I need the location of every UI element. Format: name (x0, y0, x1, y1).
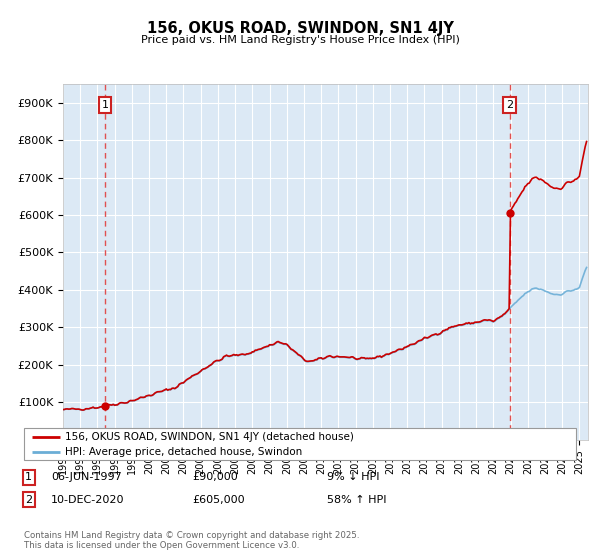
Text: 06-JUN-1997: 06-JUN-1997 (51, 472, 122, 482)
Text: Price paid vs. HM Land Registry's House Price Index (HPI): Price paid vs. HM Land Registry's House … (140, 35, 460, 45)
Text: 1: 1 (25, 472, 32, 482)
Text: 58% ↑ HPI: 58% ↑ HPI (327, 494, 386, 505)
Text: 10-DEC-2020: 10-DEC-2020 (51, 494, 125, 505)
Text: 156, OKUS ROAD, SWINDON, SN1 4JY (detached house): 156, OKUS ROAD, SWINDON, SN1 4JY (detach… (65, 432, 354, 442)
Text: 2: 2 (506, 100, 513, 110)
Text: £90,000: £90,000 (192, 472, 238, 482)
Text: 156, OKUS ROAD, SWINDON, SN1 4JY: 156, OKUS ROAD, SWINDON, SN1 4JY (146, 21, 454, 36)
Text: HPI: Average price, detached house, Swindon: HPI: Average price, detached house, Swin… (65, 446, 302, 456)
Text: Contains HM Land Registry data © Crown copyright and database right 2025.
This d: Contains HM Land Registry data © Crown c… (24, 531, 359, 550)
Text: 2: 2 (25, 494, 32, 505)
Text: £605,000: £605,000 (192, 494, 245, 505)
FancyBboxPatch shape (24, 428, 576, 460)
Text: 1: 1 (101, 100, 109, 110)
Text: 9% ↓ HPI: 9% ↓ HPI (327, 472, 380, 482)
